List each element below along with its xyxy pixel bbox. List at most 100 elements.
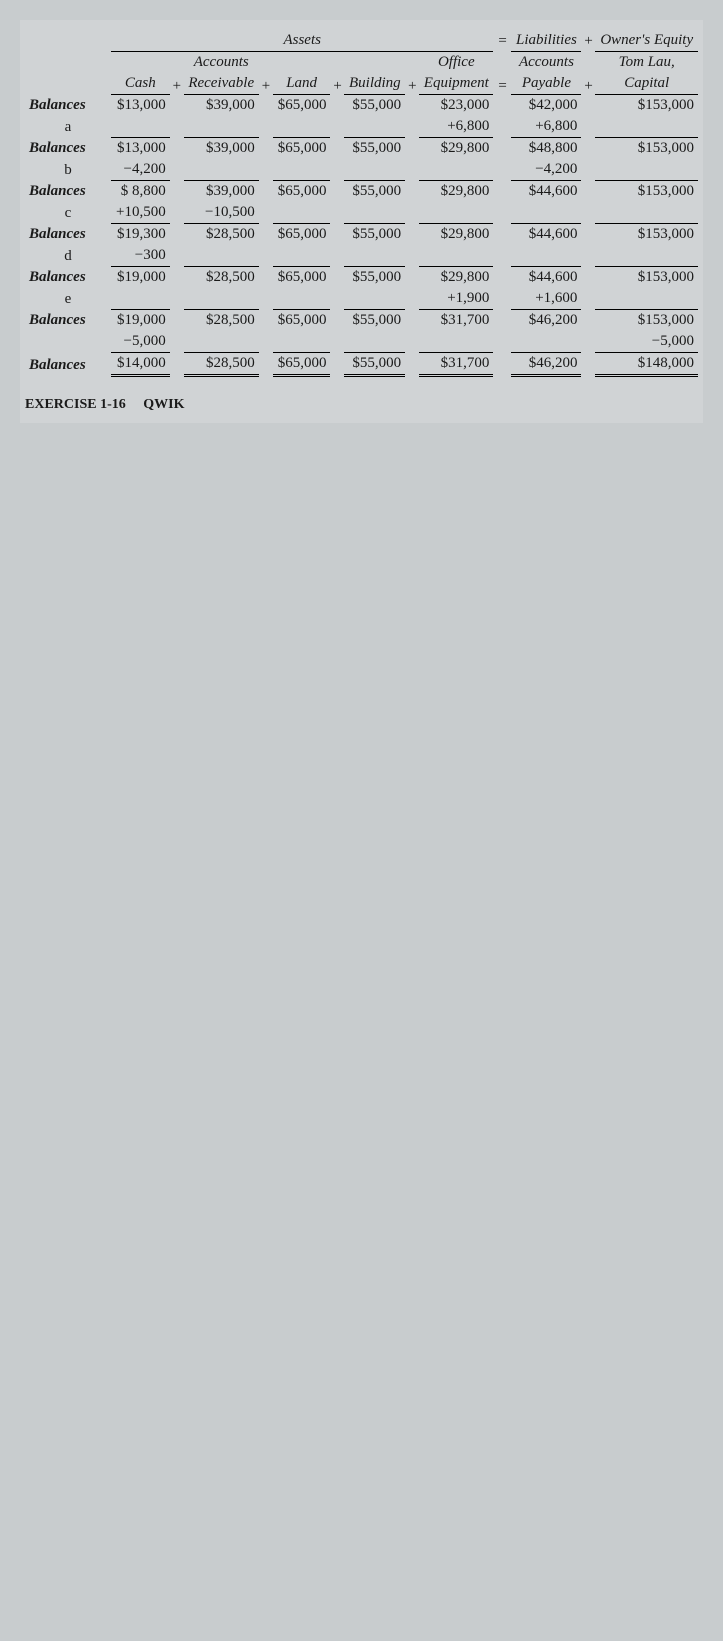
- cap-cell: [595, 245, 698, 267]
- ap-cell: $46,200: [511, 353, 581, 376]
- owners-equity-header: Owner's Equity: [595, 30, 698, 52]
- cash-cell: $13,000: [111, 95, 170, 117]
- cash-header: Cash: [111, 73, 170, 95]
- ar-cell: $28,500: [184, 267, 259, 289]
- oe-cell: +6,800: [419, 116, 493, 138]
- equals-sign: =: [493, 30, 511, 52]
- oe-cell: $29,800: [419, 224, 493, 246]
- row-label: Balances: [25, 353, 111, 376]
- ap-cell: [511, 331, 581, 353]
- ar-header-2: Receivable: [184, 73, 259, 95]
- oe-cell: $29,800: [419, 267, 493, 289]
- bldg-cell: [344, 116, 405, 138]
- land-cell: $65,000: [273, 267, 331, 289]
- ar-cell: −10,500: [184, 202, 259, 224]
- transaction-row: a+6,800+6,800: [25, 116, 698, 138]
- ap-cell: $44,600: [511, 267, 581, 289]
- oe-cell: +1,900: [419, 288, 493, 310]
- balance-row: Balances$13,000$39,000$65,000$55,000$23,…: [25, 95, 698, 117]
- row-label: Balances: [25, 310, 111, 332]
- ar-cell: $28,500: [184, 224, 259, 246]
- oe-header-1: Office: [419, 52, 493, 74]
- transaction-row: b−4,200−4,200: [25, 159, 698, 181]
- cash-cell: [111, 288, 170, 310]
- cap-cell: [595, 116, 698, 138]
- ar-cell: [184, 159, 259, 181]
- cap-cell: $153,000: [595, 224, 698, 246]
- balance-row: Balances$13,000$39,000$65,000$55,000$29,…: [25, 138, 698, 160]
- land-cell: $65,000: [273, 95, 331, 117]
- row-label: Balances: [25, 224, 111, 246]
- cash-cell: $ 8,800: [111, 181, 170, 203]
- ap-header-1: Accounts: [511, 52, 581, 74]
- bldg-cell: $55,000: [344, 95, 405, 117]
- bldg-cell: $55,000: [344, 181, 405, 203]
- ap-cell: $44,600: [511, 181, 581, 203]
- row-label: e: [25, 288, 111, 310]
- footer: EXERCISE 1-16 QWIK: [25, 397, 698, 413]
- cap-cell: [595, 159, 698, 181]
- footer-right: QWIK: [143, 397, 184, 412]
- ap-cell: −4,200: [511, 159, 581, 181]
- bldg-cell: [344, 245, 405, 267]
- ap-cell: +6,800: [511, 116, 581, 138]
- ar-cell: [184, 331, 259, 353]
- accounting-equation-table: Assets = Liabilities + Owner's Equity Ac…: [25, 30, 698, 377]
- cap-cell: $153,000: [595, 138, 698, 160]
- ap-cell: $42,000: [511, 95, 581, 117]
- ap-cell: $44,600: [511, 224, 581, 246]
- plus-sign: +: [581, 30, 595, 52]
- bldg-cell: $55,000: [344, 310, 405, 332]
- cap-cell: [595, 288, 698, 310]
- oe-cell: $29,800: [419, 181, 493, 203]
- oe-header-2: Equipment: [419, 73, 493, 95]
- bldg-cell: [344, 288, 405, 310]
- ar-cell: [184, 245, 259, 267]
- land-cell: [273, 116, 331, 138]
- ap-cell: [511, 202, 581, 224]
- bldg-cell: [344, 159, 405, 181]
- cap-cell: $153,000: [595, 95, 698, 117]
- worksheet-page: Assets = Liabilities + Owner's Equity Ac…: [20, 20, 703, 423]
- liabilities-header: Liabilities: [511, 30, 581, 52]
- land-cell: $65,000: [273, 353, 331, 376]
- cap-header-1: Tom Lau,: [595, 52, 698, 74]
- balance-row: Balances$14,000$28,500$65,000$55,000$31,…: [25, 353, 698, 376]
- balance-row: Balances$19,300$28,500$65,000$55,000$29,…: [25, 224, 698, 246]
- row-label: Balances: [25, 181, 111, 203]
- row-label: Balances: [25, 138, 111, 160]
- row-label: c: [25, 202, 111, 224]
- transaction-row: e+1,900+1,600: [25, 288, 698, 310]
- row-label: [25, 331, 111, 353]
- section-header-row: Assets = Liabilities + Owner's Equity: [25, 30, 698, 52]
- land-cell: $65,000: [273, 224, 331, 246]
- land-cell: [273, 245, 331, 267]
- cash-cell: $19,000: [111, 310, 170, 332]
- land-cell: [273, 202, 331, 224]
- ap-cell: $46,200: [511, 310, 581, 332]
- row-label: Balances: [25, 95, 111, 117]
- land-cell: $65,000: [273, 310, 331, 332]
- cap-cell: −5,000: [595, 331, 698, 353]
- transaction-row: d−300: [25, 245, 698, 267]
- oe-cell: $31,700: [419, 310, 493, 332]
- ar-cell: $39,000: [184, 138, 259, 160]
- oe-cell: $31,700: [419, 353, 493, 376]
- bldg-cell: [344, 202, 405, 224]
- ar-cell: $28,500: [184, 353, 259, 376]
- cash-cell: [111, 116, 170, 138]
- bldg-cell: $55,000: [344, 353, 405, 376]
- oe-cell: [419, 159, 493, 181]
- cap-cell: $148,000: [595, 353, 698, 376]
- ar-cell: $28,500: [184, 310, 259, 332]
- ap-cell: $48,800: [511, 138, 581, 160]
- balance-row: Balances$ 8,800$39,000$65,000$55,000$29,…: [25, 181, 698, 203]
- ar-header-1: Accounts: [184, 52, 259, 74]
- cap-header-2: Capital: [595, 73, 698, 95]
- ar-cell: [184, 288, 259, 310]
- land-cell: [273, 159, 331, 181]
- cash-cell: $13,000: [111, 138, 170, 160]
- column-header-row-1: Accounts Office Accounts Tom Lau,: [25, 52, 698, 74]
- balance-row: Balances$19,000 $28,500 $65,000 $55,000 $31,…: [25, 310, 698, 332]
- transaction-row: c+10,500−10,500: [25, 202, 698, 224]
